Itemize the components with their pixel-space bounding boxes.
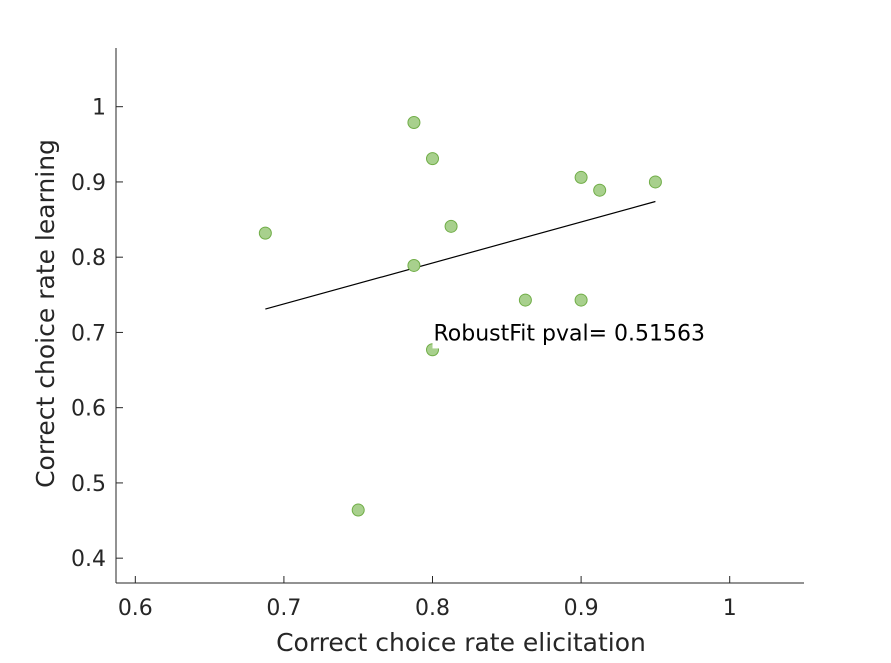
y-tick-label: 1 — [92, 96, 106, 121]
y-tick-label: 0.6 — [71, 397, 106, 422]
data-point — [407, 115, 421, 129]
y-axis-title: Correct choice rate learning — [31, 139, 60, 488]
data-point — [407, 258, 421, 272]
data-point — [258, 226, 272, 240]
x-tick-label: 0.9 — [564, 596, 599, 621]
data-point — [648, 175, 662, 189]
data-point — [444, 219, 458, 233]
robustfit-annotation: RobustFit pval= 0.51563 — [434, 321, 706, 346]
data-point — [593, 183, 607, 197]
y-tick-label: 0.9 — [71, 171, 106, 196]
data-point — [351, 503, 365, 517]
plot-area — [258, 115, 662, 517]
x-tick-label: 0.7 — [266, 596, 301, 621]
axes: 0.6 0.7 0.8 0.9 1 0.4 0.5 0.6 0.7 0.8 0.9 1 — [71, 48, 804, 621]
x-axis-title: Correct choice rate elicitation — [276, 628, 646, 657]
y-tick-label: 0.5 — [71, 472, 106, 497]
robustfit-line — [265, 200, 656, 310]
annotation-background — [432, 319, 709, 349]
data-point — [574, 293, 588, 307]
x-tick-label: 1 — [723, 596, 737, 621]
data-point — [426, 152, 440, 166]
y-tick-label: 0.7 — [71, 321, 106, 346]
y-tick-label: 0.8 — [71, 246, 106, 271]
x-tick-label: 0.6 — [118, 596, 153, 621]
data-point — [574, 170, 588, 184]
x-tick-label: 0.8 — [415, 596, 450, 621]
data-point — [518, 293, 532, 307]
labels: Correct choice rate elicitation Correct … — [31, 139, 709, 657]
y-tick-label: 0.4 — [71, 547, 106, 572]
